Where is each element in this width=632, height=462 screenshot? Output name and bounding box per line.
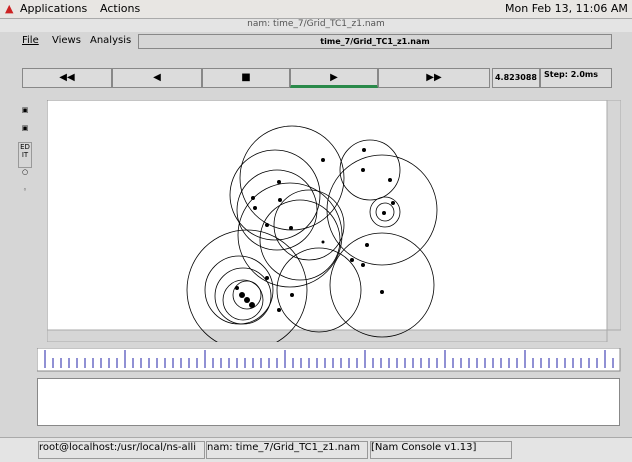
task-label: nam: time_7/Grid_TC1_z1.nam bbox=[207, 442, 360, 453]
title-bar: nam: time_7/Grid_TC1_z1.nam bbox=[0, 19, 632, 32]
tool-icon[interactable]: ▣ bbox=[18, 106, 32, 124]
stop-button[interactable]: ■ bbox=[202, 68, 290, 88]
time-display: 4.823088 bbox=[492, 68, 540, 88]
task-label: [Nam Console v1.13] bbox=[371, 442, 476, 453]
task-console[interactable]: [Nam Console v1.13] bbox=[370, 441, 512, 459]
clock[interactable]: Mon Feb 13, 11:06 AM bbox=[505, 2, 628, 15]
time: 4.823088 bbox=[495, 73, 537, 82]
edit-label: ED IT bbox=[20, 143, 30, 159]
play-button[interactable]: ▶ bbox=[290, 68, 378, 88]
window-title: nam: time_7/Grid_TC1_z1.nam bbox=[247, 19, 385, 29]
step: Step: 2.0ms bbox=[544, 70, 598, 79]
tool-icon[interactable]: ◦ bbox=[18, 186, 32, 204]
canvas bbox=[47, 100, 621, 342]
menu-views[interactable]: Views bbox=[52, 35, 81, 46]
tool-icon[interactable]: ○ bbox=[18, 168, 32, 186]
tool-icon[interactable]: ▣ bbox=[18, 124, 32, 142]
task-terminal[interactable]: root@localhost:/usr/local/ns-alli bbox=[38, 441, 205, 459]
taskbar: root@localhost:/usr/local/ns-alli nam: t… bbox=[0, 437, 632, 462]
menu-actions[interactable]: Actions bbox=[100, 2, 140, 15]
file-field: time_7/Grid_TC1_z1.nam bbox=[138, 34, 612, 49]
timeline bbox=[37, 348, 621, 372]
menu-bar: File Views Analysis time_7/Grid_TC1_z1.n… bbox=[0, 33, 632, 49]
file-name: time_7/Grid_TC1_z1.nam bbox=[320, 37, 429, 46]
console-area bbox=[37, 378, 620, 426]
app-icon: ▲ bbox=[5, 2, 13, 15]
task-nam[interactable]: nam: time_7/Grid_TC1_z1.nam bbox=[206, 441, 368, 459]
step-control[interactable]: Step: 2.0ms bbox=[540, 68, 612, 88]
menu-analysis[interactable]: Analysis bbox=[90, 35, 131, 46]
top-panel: ▲ Applications Actions Mon Feb 13, 11:06… bbox=[0, 0, 632, 19]
screen: ▲ Applications Actions Mon Feb 13, 11:06… bbox=[0, 0, 632, 461]
menu-applications[interactable]: Applications bbox=[20, 2, 87, 15]
edit-button[interactable]: ED IT bbox=[18, 142, 32, 168]
forward-button[interactable]: ▶▶ bbox=[378, 68, 490, 88]
menu-file[interactable]: File bbox=[22, 35, 39, 46]
toolbar: ▣ ▣ ED IT ○ ◦ bbox=[18, 106, 32, 216]
rewind-button[interactable]: ◀◀ bbox=[22, 68, 112, 88]
back-button[interactable]: ◀ bbox=[112, 68, 202, 88]
task-label: root@localhost:/usr/local/ns-alli bbox=[39, 442, 196, 453]
